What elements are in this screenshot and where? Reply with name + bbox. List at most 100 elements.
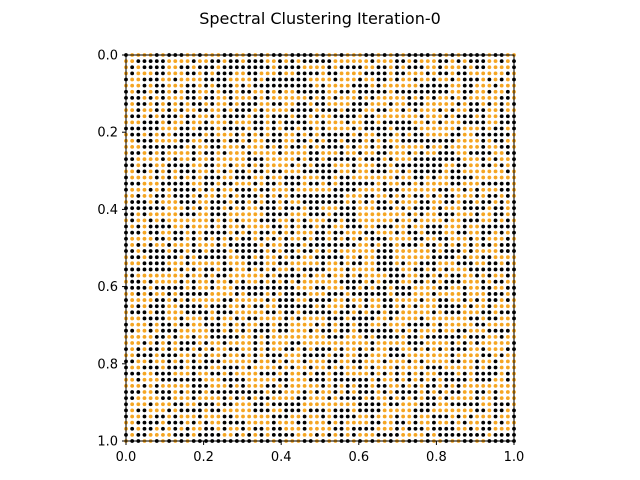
data-point bbox=[173, 255, 178, 260]
data-point bbox=[234, 426, 239, 431]
data-point bbox=[493, 77, 498, 82]
data-point bbox=[419, 194, 424, 198]
data-point bbox=[302, 102, 307, 106]
data-point bbox=[475, 408, 479, 413]
data-point bbox=[302, 408, 307, 413]
data-point bbox=[438, 224, 442, 229]
data-point bbox=[401, 371, 406, 376]
data-point bbox=[333, 151, 338, 155]
data-point bbox=[481, 402, 486, 407]
data-point bbox=[154, 200, 159, 204]
data-point bbox=[345, 334, 350, 339]
data-point bbox=[432, 292, 436, 296]
data-point bbox=[321, 310, 325, 315]
data-point bbox=[351, 408, 356, 413]
data-point bbox=[401, 224, 406, 229]
data-point bbox=[278, 285, 282, 290]
data-point bbox=[382, 114, 387, 119]
data-point bbox=[456, 249, 461, 253]
data-point bbox=[161, 89, 165, 94]
data-point bbox=[179, 194, 184, 198]
data-point bbox=[228, 432, 233, 437]
data-point bbox=[358, 230, 362, 235]
data-point bbox=[401, 230, 406, 235]
data-point bbox=[444, 261, 449, 266]
data-point bbox=[364, 114, 369, 119]
data-point bbox=[419, 304, 424, 309]
data-point bbox=[339, 194, 344, 198]
data-point bbox=[493, 218, 498, 223]
data-point bbox=[216, 151, 221, 155]
data-point bbox=[401, 279, 406, 284]
data-point bbox=[130, 255, 135, 260]
data-point bbox=[401, 145, 406, 149]
data-point bbox=[407, 255, 412, 260]
data-point bbox=[419, 285, 424, 290]
data-point bbox=[462, 218, 467, 223]
data-point bbox=[185, 71, 190, 76]
data-point bbox=[216, 365, 221, 370]
data-point bbox=[382, 310, 387, 315]
data-point bbox=[210, 298, 215, 302]
data-point bbox=[370, 77, 375, 82]
data-point bbox=[395, 187, 399, 192]
data-point bbox=[265, 212, 270, 217]
data-point bbox=[493, 328, 498, 333]
data-point bbox=[487, 316, 492, 321]
data-point bbox=[278, 169, 282, 174]
data-point bbox=[173, 298, 178, 302]
data-point bbox=[438, 304, 442, 309]
data-point bbox=[382, 396, 387, 401]
data-point bbox=[284, 255, 289, 260]
data-point bbox=[210, 224, 215, 229]
data-point bbox=[265, 426, 270, 431]
data-point bbox=[456, 102, 461, 106]
data-point bbox=[308, 102, 313, 106]
data-point bbox=[136, 59, 141, 64]
data-point bbox=[253, 114, 258, 119]
data-point bbox=[364, 206, 369, 211]
data-point bbox=[327, 267, 332, 272]
data-point bbox=[179, 138, 184, 143]
data-point bbox=[462, 316, 467, 321]
data-point bbox=[321, 95, 325, 100]
data-point bbox=[358, 224, 362, 229]
data-point bbox=[290, 273, 295, 278]
data-point bbox=[167, 334, 172, 339]
data-point bbox=[185, 249, 190, 253]
data-point bbox=[136, 347, 141, 351]
data-point bbox=[493, 390, 498, 394]
data-point bbox=[395, 126, 399, 131]
data-point bbox=[413, 59, 418, 64]
data-point bbox=[271, 420, 276, 425]
data-point bbox=[450, 432, 455, 437]
data-point bbox=[438, 77, 442, 82]
data-point bbox=[321, 138, 325, 143]
data-point bbox=[376, 261, 381, 266]
data-point bbox=[290, 328, 295, 333]
data-point bbox=[425, 59, 430, 64]
data-point bbox=[376, 102, 381, 106]
data-point bbox=[265, 383, 270, 388]
data-point bbox=[315, 261, 319, 266]
data-point bbox=[173, 408, 178, 413]
data-point bbox=[425, 310, 430, 315]
data-point bbox=[234, 396, 239, 401]
data-point bbox=[284, 102, 289, 106]
data-point bbox=[450, 341, 455, 345]
data-point bbox=[413, 224, 418, 229]
data-point bbox=[358, 212, 362, 217]
data-point bbox=[401, 426, 406, 431]
data-point bbox=[253, 359, 258, 364]
data-point bbox=[327, 322, 332, 327]
data-point bbox=[308, 292, 313, 296]
data-point bbox=[161, 292, 165, 296]
data-point bbox=[247, 377, 252, 382]
data-point bbox=[278, 77, 282, 82]
data-point bbox=[333, 163, 338, 168]
data-point bbox=[173, 65, 178, 70]
data-point bbox=[204, 236, 208, 241]
data-point bbox=[481, 285, 486, 290]
data-point bbox=[290, 59, 295, 64]
data-point bbox=[321, 206, 325, 211]
